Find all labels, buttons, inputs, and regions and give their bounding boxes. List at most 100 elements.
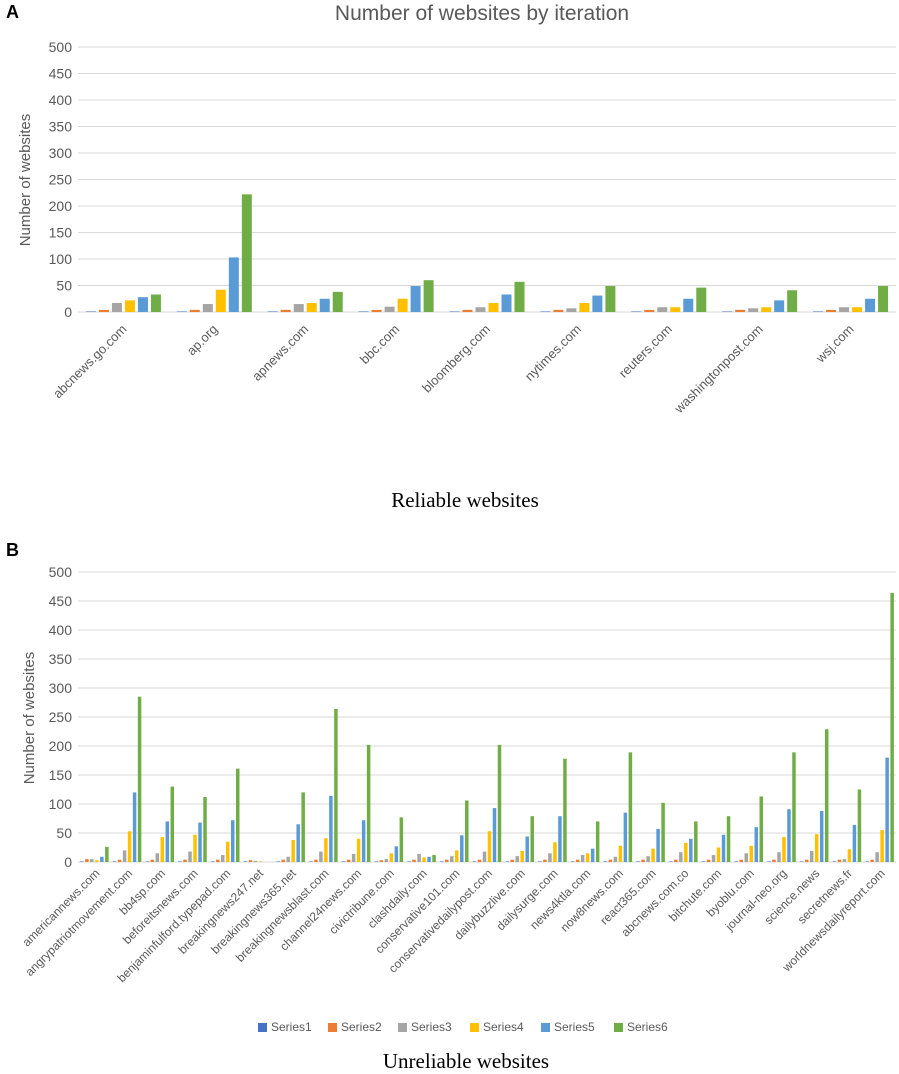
bar-series1-8 (341, 861, 346, 862)
bar-series6-5 (605, 286, 616, 312)
legend-label-series3: Series3 (411, 1020, 452, 1034)
y-tick-label: 300 (49, 680, 73, 696)
y-tick-label: 350 (49, 651, 73, 667)
bar-series3-7 (748, 308, 759, 312)
bar-series3-1 (202, 304, 213, 312)
x-tick-label: ap.org (184, 322, 221, 359)
bar-series2-20 (739, 859, 744, 862)
bar-series3-6 (657, 307, 668, 312)
bar-series6-16 (628, 752, 633, 862)
legend-swatch-series3 (398, 1023, 407, 1032)
bar-series2-4 (462, 309, 473, 312)
y-tick-label: 250 (49, 709, 73, 725)
bar-series6-3 (203, 797, 207, 862)
legend-swatch-series5 (541, 1023, 550, 1032)
bar-series2-14 (543, 859, 547, 862)
bar-series5-2 (319, 298, 330, 312)
bar-series2-7 (314, 859, 318, 862)
x-tick-label: nytimes.com (522, 322, 584, 384)
bar-series5-23 (852, 824, 857, 862)
y-tick-label: 400 (49, 622, 73, 638)
bar-series5-18 (689, 838, 693, 862)
bar-series2-8 (826, 309, 837, 312)
y-tick-label: 500 (49, 564, 73, 580)
bar-series1-5 (540, 311, 551, 312)
bar-series2-24 (870, 859, 874, 862)
bar-series1-20 (734, 861, 739, 862)
bar-series5-1 (228, 257, 239, 312)
bar-series3-3 (384, 306, 395, 312)
x-tick-label: bbc.com (357, 322, 402, 367)
bar-series3-0 (111, 302, 122, 312)
bar-series1-24 (865, 861, 869, 862)
y-tick-label: 400 (49, 92, 73, 108)
legend-swatch-series1 (258, 1023, 267, 1032)
bar-series4-3 (397, 298, 408, 312)
bar-series1-4 (449, 311, 460, 312)
bar-series2-16 (608, 859, 613, 862)
bar-series6-8 (366, 744, 371, 862)
bar-series5-12 (492, 808, 497, 862)
y-tick-label: 200 (49, 738, 73, 754)
bar-series2-12 (477, 859, 482, 862)
bar-series5-3 (198, 822, 202, 862)
bar-series2-0 (98, 309, 109, 312)
y-tick-label: 150 (49, 225, 73, 241)
bar-series2-3 (183, 859, 187, 862)
bar-series2-23 (837, 859, 842, 862)
x-tick-label: bloomberg.com (419, 322, 493, 396)
y-tick-label: 450 (49, 593, 73, 609)
bar-series4-1 (215, 289, 226, 312)
chart-a: 0 50 100 150 200 250 300 350 400 450 500 abcnews.go… (49, 39, 896, 417)
bar-series1-15 (570, 861, 575, 862)
bar-series4-8 (356, 838, 361, 862)
y-tick-label: 150 (49, 767, 73, 783)
bar-series4-2 (160, 837, 165, 862)
bar-series6-6 (301, 792, 305, 862)
bar-series4-10 (422, 857, 426, 862)
bar-series5-4 (230, 820, 235, 862)
bar-series4-4 (225, 841, 230, 862)
legend-label-series2: Series2 (341, 1020, 382, 1034)
bar-series4-11 (455, 850, 459, 862)
bar-series6-15 (595, 821, 600, 862)
bar-series3-14 (548, 853, 552, 862)
bar-series3-7 (319, 851, 323, 862)
bar-series3-23 (842, 859, 847, 862)
bar-series1-2 (267, 311, 278, 312)
bar-series5-6 (296, 824, 300, 862)
bar-series4-23 (847, 849, 852, 862)
bar-series6-6 (696, 287, 707, 312)
bar-series6-17 (661, 802, 665, 862)
y-tick-label: 500 (49, 39, 73, 55)
bar-series1-12 (472, 861, 477, 862)
panel-a-caption: Reliable websites (391, 488, 539, 512)
bar-series6-2 (170, 786, 175, 862)
bar-series6-21 (792, 752, 796, 862)
bar-series4-15 (585, 853, 590, 862)
bar-series5-19 (721, 834, 726, 862)
bar-series1-19 (701, 861, 706, 862)
bar-series1-7 (722, 311, 733, 312)
bar-series1-22 (799, 861, 804, 862)
bar-series2-11 (445, 859, 449, 862)
bar-series6-8 (878, 286, 889, 312)
bar-series4-3 (193, 834, 197, 862)
bar-series3-4 (475, 307, 486, 312)
bar-series3-5 (566, 308, 577, 312)
bar-series3-12 (482, 851, 487, 862)
y-tick-label: 100 (49, 251, 73, 267)
bar-series4-1 (127, 831, 132, 862)
bar-series3-22 (809, 850, 814, 862)
bar-series1-14 (538, 861, 542, 862)
bar-series5-20 (754, 827, 759, 862)
bar-series4-22 (814, 834, 819, 862)
bar-series3-0 (90, 859, 94, 862)
bar-series5-4 (501, 294, 512, 312)
bar-series4-6 (670, 307, 681, 312)
x-tick-label: wsj.com (812, 322, 857, 367)
x-tick-label: reuters.com (616, 322, 675, 381)
bar-series2-22 (804, 859, 809, 862)
bar-series1-10 (407, 861, 411, 862)
